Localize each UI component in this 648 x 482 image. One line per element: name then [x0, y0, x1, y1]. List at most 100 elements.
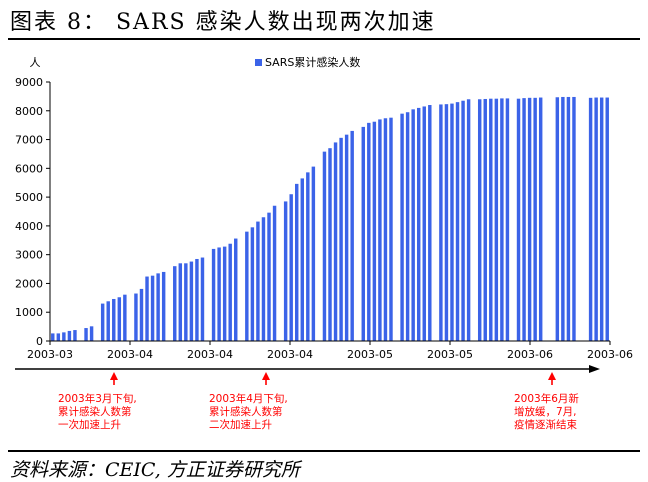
annotation-slowdown: 2003年6月新 增放缓，7月, 疫情逐渐结束 [514, 393, 579, 432]
bar [117, 297, 122, 341]
annotation-second-acceleration: 2003年4月下旬, 累计感染人数第 二次加速上升 [209, 393, 288, 432]
bar [112, 298, 116, 341]
bar [527, 97, 532, 341]
y-tick-label: 9000 [15, 76, 43, 89]
bar [561, 96, 565, 342]
bar [450, 103, 454, 341]
annotation-line: 累计感染人数第 [58, 406, 132, 418]
annotation-line: 疫情逐渐结束 [514, 419, 577, 431]
bar [67, 330, 72, 341]
bar [306, 172, 310, 341]
marker-arrow-head [262, 372, 270, 380]
bar [400, 113, 404, 341]
bar [333, 142, 338, 341]
bar [250, 227, 255, 341]
x-tick-label: 2003-05 [427, 348, 473, 361]
bar [383, 118, 388, 341]
bar [444, 104, 449, 341]
bar [500, 98, 504, 342]
bar [300, 178, 304, 341]
bar [489, 98, 493, 341]
bar [328, 148, 332, 341]
bar [505, 98, 510, 342]
bar [350, 130, 354, 341]
title-underline [8, 38, 640, 40]
bar [455, 102, 460, 341]
y-axis-unit-label: 人 [30, 56, 41, 69]
y-tick-label: 8000 [15, 105, 43, 118]
y-tick-label: 3000 [15, 249, 43, 262]
bar [178, 263, 183, 341]
x-tick-label: 2003-06 [507, 348, 553, 361]
y-tick-label: 7000 [15, 134, 43, 147]
x-tick-label: 2003-04 [187, 348, 233, 361]
bar [217, 247, 221, 341]
timeline-arrowhead [589, 365, 600, 373]
annotation-line: 增放缓，7月, [514, 406, 577, 418]
bar [389, 117, 393, 342]
annotation-line: 2003年3月下旬, [58, 393, 137, 405]
bar [522, 98, 526, 342]
bar [411, 109, 415, 341]
bar [483, 98, 487, 341]
bar [228, 243, 232, 341]
bar [295, 183, 299, 341]
marker-arrow-head [548, 372, 556, 380]
bar [161, 271, 166, 341]
bar [605, 97, 609, 341]
timeline-arrow [15, 365, 600, 385]
bar [145, 276, 149, 341]
bar [272, 205, 277, 341]
bar [56, 333, 61, 341]
bar [555, 97, 560, 341]
bar [344, 134, 349, 341]
bar [322, 151, 327, 341]
x-tick-label: 2003-04 [107, 348, 153, 361]
legend: SARS累计感染人数 [255, 55, 360, 69]
bar [516, 98, 521, 341]
footer-rule [8, 450, 640, 452]
annotation-line: 2003年6月新 [514, 393, 579, 405]
x-axis: 2003-03 2003-04 2003-04 2003-04 2003-05 2003-… [27, 340, 633, 361]
annotation-line: 2003年4月下旬, [209, 393, 288, 405]
bar [422, 106, 426, 342]
bar [139, 288, 144, 341]
annotation-first-acceleration: 2003年3月下旬, 累计感染人数第 一次加速上升 [58, 393, 137, 432]
bar [494, 98, 499, 341]
bars-group [51, 96, 609, 342]
annotation-line: 二次加速上升 [209, 419, 272, 431]
bar [477, 99, 482, 342]
bar [184, 263, 188, 341]
bar [73, 330, 77, 341]
bar [289, 194, 293, 341]
y-axis: 0 1000 2000 3000 4000 5000 6000 7000 8000 9000 [15, 76, 51, 348]
y-tick-label: 5000 [15, 191, 43, 204]
y-tick-label: 0 [36, 335, 43, 348]
bar [189, 261, 194, 341]
x-tick-label: 2003-03 [27, 348, 73, 361]
x-tick-label: 2003-04 [267, 348, 313, 361]
bar [195, 258, 199, 341]
bar [200, 257, 205, 341]
bar [405, 112, 410, 341]
bar [594, 97, 598, 341]
bar [261, 217, 266, 341]
bar [311, 166, 316, 341]
x-tick-label: 2003-06 [587, 348, 633, 361]
bar [372, 121, 377, 342]
bar [89, 326, 94, 341]
bar [533, 97, 537, 341]
bar [466, 99, 471, 342]
bar [62, 332, 66, 341]
bar [588, 97, 593, 341]
bar [416, 107, 421, 342]
annotation-line: 一次加速上升 [58, 419, 121, 431]
bar [100, 303, 105, 341]
bar [361, 126, 365, 341]
legend-swatch [255, 59, 262, 66]
bar [367, 122, 371, 341]
bar [428, 105, 432, 342]
y-tick-label: 4000 [15, 220, 43, 233]
legend-label: SARS累计感染人数 [265, 55, 360, 69]
